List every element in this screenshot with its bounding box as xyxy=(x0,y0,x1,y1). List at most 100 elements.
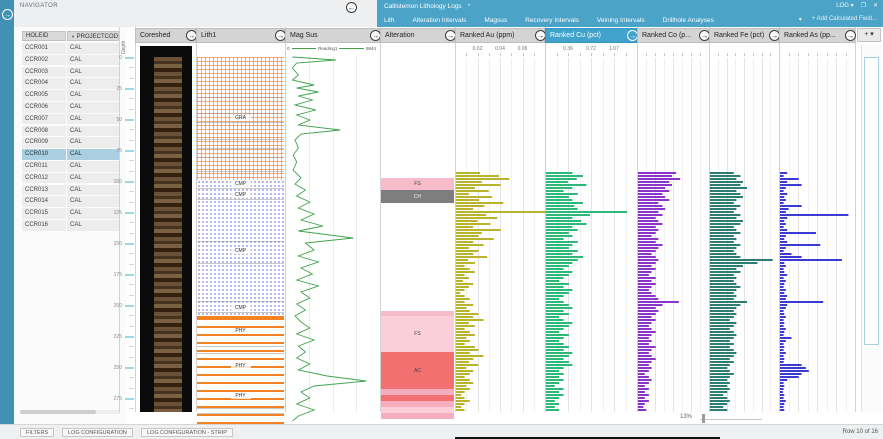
add-calculated-field[interactable]: ▾ + Add Calculated Field... xyxy=(799,16,877,23)
nav-row-holeid[interactable]: CCR003 xyxy=(22,66,66,78)
column-header-projectcode[interactable]: ▼ PROJECTCODE xyxy=(67,31,119,41)
lith-solid-band xyxy=(197,316,284,318)
nav-row-holeid[interactable]: CCR001 xyxy=(22,43,66,54)
scale-tickmark xyxy=(682,53,683,56)
depth-major-tick xyxy=(125,88,134,90)
bottom-tab-log-configuration-strip[interactable]: LOG CONFIGURATION - STRIP xyxy=(141,428,233,437)
track-options-arrow-icon[interactable]: → xyxy=(845,30,856,41)
nav-row-holeid[interactable]: CCR009 xyxy=(22,137,66,148)
nav-row-holeid[interactable]: CCR006 xyxy=(22,102,66,113)
lith-divider xyxy=(197,122,284,123)
nav-row-project[interactable]: CAL xyxy=(67,90,119,101)
nav-row-holeid[interactable]: CCR011 xyxy=(22,161,66,172)
menu-tab-drillhole-analyses[interactable]: Drillhole Analyses xyxy=(662,16,714,24)
track-separator xyxy=(709,27,710,412)
nav-row-project[interactable]: CAL xyxy=(67,196,119,207)
nav-row-project[interactable]: CAL xyxy=(67,149,119,160)
menu-tab-lith[interactable]: Lith xyxy=(384,16,395,24)
nav-row-holeid[interactable]: CCR014 xyxy=(22,196,66,207)
depth-tick-label: 200 xyxy=(113,302,122,309)
nav-row-project[interactable]: CAL xyxy=(67,208,119,219)
lith-code-label: CMP xyxy=(230,181,251,187)
filter-icon[interactable]: ▼ xyxy=(71,34,75,39)
track-header-ranked-fe-pct-[interactable]: Ranked Fe (pct) → xyxy=(709,28,780,43)
depth-minor-tick xyxy=(129,387,134,389)
gridline xyxy=(533,58,535,412)
nav-row-project[interactable]: CAL xyxy=(67,78,119,89)
add-track-button[interactable]: + ▾ xyxy=(857,28,881,42)
nav-row-project[interactable]: CAL xyxy=(67,184,119,196)
nav-row-holeid[interactable]: CCR016 xyxy=(22,220,66,231)
zoom-level-label: 13% xyxy=(680,414,693,420)
track-header-alteration[interactable]: Alteration → xyxy=(380,28,456,43)
nav-row-holeid[interactable]: CCR005 xyxy=(22,90,66,101)
track-header-ranked-as-pp-[interactable]: Ranked As (pp... → xyxy=(779,28,856,43)
scale-tickmark xyxy=(798,53,799,56)
zoom-slider-handle[interactable] xyxy=(702,414,705,423)
nav-row-project[interactable]: CAL xyxy=(67,102,119,113)
track-header-ranked-cu-pct-[interactable]: Ranked Cu (pct) → xyxy=(545,28,638,43)
scale-tickmark xyxy=(700,53,701,56)
nav-row-project[interactable]: CAL xyxy=(67,220,119,231)
bottom-tab-log-configuration[interactable]: LOG CONFIGURATION xyxy=(62,428,133,437)
gridline xyxy=(488,58,490,412)
menu-tab-veining-intervals[interactable]: Veining Intervals xyxy=(596,16,645,24)
nav-row-holeid[interactable]: CCR002 xyxy=(22,54,66,66)
dropdown-icon[interactable]: ▾ xyxy=(798,17,802,23)
nav-row-project[interactable]: CAL xyxy=(67,125,119,137)
depth-tick-label: 125 xyxy=(113,209,122,216)
nav-row-project[interactable]: CAL xyxy=(67,66,119,78)
gridline xyxy=(752,58,754,412)
nav-row-holeid[interactable]: CCR010 xyxy=(22,149,66,160)
nav-row-project[interactable]: CAL xyxy=(67,172,119,184)
nav-row-project[interactable]: CAL xyxy=(67,54,119,66)
track-header-ranked-au-ppm-[interactable]: Ranked Au (ppm) → xyxy=(455,28,546,43)
gridline xyxy=(700,58,701,412)
menu-tab-recovery-intervals[interactable]: Recovery Intervals xyxy=(525,16,579,24)
lith-divider xyxy=(197,241,284,242)
bottom-tab-filters[interactable]: FILTERS xyxy=(20,428,55,437)
scale-tickmark xyxy=(655,53,656,56)
scale-tickmark xyxy=(836,53,837,56)
depth-minor-tick xyxy=(129,356,134,358)
scale-tickmark xyxy=(726,53,728,56)
collapse-navigator-icon[interactable]: ← xyxy=(346,2,357,13)
lith-divider xyxy=(197,301,284,302)
nav-row-project[interactable]: CAL xyxy=(67,43,119,54)
lith-divider xyxy=(197,312,284,313)
alteration-band-fs xyxy=(381,316,454,352)
restore-window-icon[interactable]: ❐ xyxy=(860,3,866,9)
close-window-icon[interactable]: ✕ xyxy=(872,3,878,9)
nav-row-holeid[interactable]: CCR013 xyxy=(22,184,66,196)
track-header-ranked-co-p-[interactable]: Ranked Co (p... → xyxy=(637,28,710,43)
scale-tickmark xyxy=(845,53,847,56)
nav-row-project[interactable]: CAL xyxy=(67,113,119,125)
track-separator xyxy=(380,27,381,412)
lith-divider xyxy=(197,113,284,114)
track-header-lith1[interactable]: Lith1 → xyxy=(196,28,286,43)
gridline xyxy=(332,56,334,412)
nav-row-project[interactable]: CAL xyxy=(67,137,119,148)
scale-tick-label: 1.07 xyxy=(609,46,619,52)
zoom-slider-track[interactable] xyxy=(700,419,762,420)
expand-panel-icon[interactable]: → xyxy=(2,9,13,20)
navigator-hscroll-thumb[interactable] xyxy=(20,410,96,414)
track-header-mag-sus[interactable]: Mag Sus → xyxy=(285,28,381,43)
log-vscroll-thumb[interactable] xyxy=(864,57,879,345)
depth-tick-label: 250 xyxy=(113,364,122,371)
add-calculated-field-label[interactable]: + Add Calculated Field... xyxy=(811,16,877,22)
column-header-holeid[interactable]: HOLEID xyxy=(22,31,66,41)
nav-row-holeid[interactable]: CCR007 xyxy=(22,113,66,125)
menu-tab-magsus[interactable]: Magsus xyxy=(484,16,508,24)
nav-row-holeid[interactable]: CCR015 xyxy=(22,208,66,219)
menu-tab-alteration-intervals[interactable]: Alteration Intervals xyxy=(412,16,467,24)
track-header-coreshed[interactable]: Coreshed → xyxy=(135,28,197,43)
depth-tick-label: 100 xyxy=(113,178,122,185)
nav-row-project[interactable]: CAL xyxy=(67,161,119,172)
alteration-band xyxy=(381,413,454,419)
nav-row-holeid[interactable]: CCR012 xyxy=(22,172,66,184)
log-menu-button[interactable]: LOG ▾ xyxy=(836,3,854,9)
nav-row-holeid[interactable]: CCR004 xyxy=(22,78,66,89)
log-vscrollbar[interactable] xyxy=(861,45,882,412)
nav-row-holeid[interactable]: CCR008 xyxy=(22,125,66,137)
